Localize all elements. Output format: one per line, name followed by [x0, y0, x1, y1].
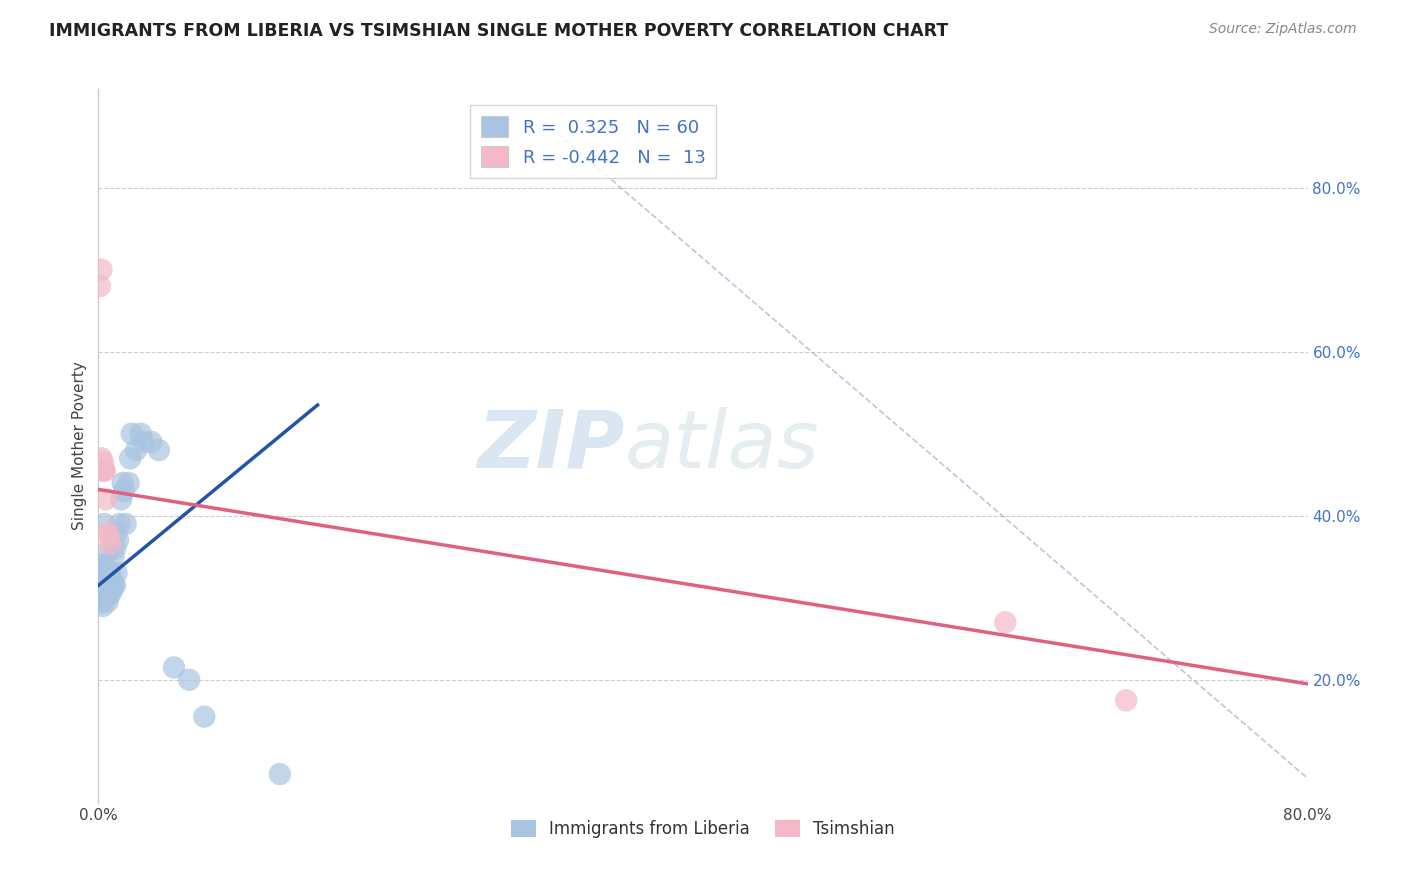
Point	[91, 558, 114, 572]
Point	[93, 591, 115, 605]
Point	[105, 525, 128, 540]
Point	[89, 587, 111, 601]
Point	[91, 574, 114, 589]
Point	[90, 578, 112, 592]
Point	[111, 475, 134, 490]
Point	[94, 578, 117, 592]
Point	[100, 566, 122, 581]
Point	[110, 492, 132, 507]
Point	[101, 582, 124, 597]
Legend: Immigrants from Liberia, Tsimshian: Immigrants from Liberia, Tsimshian	[505, 813, 901, 845]
Point	[148, 443, 170, 458]
Point	[96, 546, 118, 560]
Point	[118, 475, 141, 490]
Point	[269, 767, 291, 781]
Point	[93, 582, 115, 597]
Point	[179, 673, 201, 687]
Point	[91, 464, 114, 478]
Point	[91, 599, 114, 613]
Text: IMMIGRANTS FROM LIBERIA VS TSIMSHIAN SINGLE MOTHER POVERTY CORRELATION CHART: IMMIGRANTS FROM LIBERIA VS TSIMSHIAN SIN…	[49, 22, 949, 40]
Point	[96, 595, 118, 609]
Point	[96, 582, 118, 597]
Point	[96, 525, 118, 540]
Point	[93, 464, 115, 478]
Point	[90, 558, 112, 572]
Point	[91, 591, 114, 605]
Point	[93, 464, 115, 478]
Point	[100, 587, 122, 601]
Point	[98, 566, 121, 581]
Point	[105, 566, 128, 581]
Y-axis label: Single Mother Poverty: Single Mother Poverty	[72, 361, 87, 531]
Point	[90, 595, 112, 609]
Point	[132, 434, 155, 449]
Point	[89, 562, 111, 576]
Point	[101, 574, 124, 589]
Point	[104, 578, 127, 592]
Point	[89, 570, 111, 584]
Point	[141, 434, 163, 449]
Point	[91, 455, 114, 469]
Point	[103, 578, 125, 592]
Point	[94, 562, 117, 576]
Point	[90, 451, 112, 466]
Point	[90, 574, 112, 589]
Point	[90, 587, 112, 601]
Point	[98, 529, 121, 543]
Point	[103, 549, 125, 564]
Point	[100, 537, 122, 551]
Point	[125, 443, 148, 458]
Point	[93, 570, 115, 584]
Point	[100, 578, 122, 592]
Point	[91, 582, 114, 597]
Point	[114, 516, 136, 531]
Text: atlas: atlas	[624, 407, 820, 485]
Point	[98, 587, 121, 601]
Point	[89, 578, 111, 592]
Point	[94, 492, 117, 507]
Point	[98, 574, 121, 589]
Point	[90, 262, 112, 277]
Text: Source: ZipAtlas.com: Source: ZipAtlas.com	[1209, 22, 1357, 37]
Point	[108, 516, 131, 531]
Point	[89, 279, 111, 293]
Point	[994, 615, 1017, 630]
Point	[163, 660, 186, 674]
Point	[193, 709, 215, 723]
Text: ZIP: ZIP	[477, 407, 624, 485]
Point	[121, 426, 143, 441]
Point	[104, 541, 127, 556]
Point	[129, 426, 152, 441]
Point	[120, 451, 142, 466]
Point	[93, 516, 115, 531]
Point	[107, 533, 129, 548]
Point	[112, 484, 135, 499]
Point	[91, 566, 114, 581]
Point	[1115, 693, 1137, 707]
Point	[94, 570, 117, 584]
Point	[94, 587, 117, 601]
Point	[90, 566, 112, 581]
Point	[89, 566, 111, 581]
